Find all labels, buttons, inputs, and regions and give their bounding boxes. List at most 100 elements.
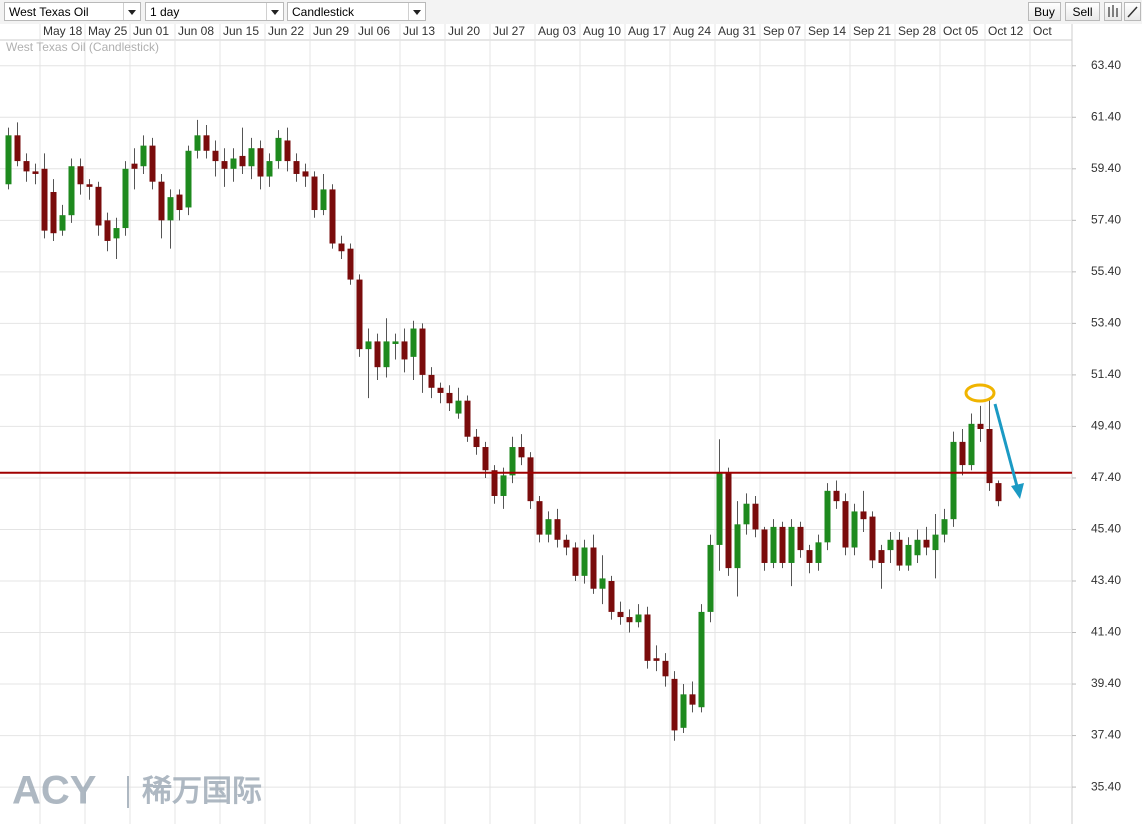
candle-body <box>311 176 318 211</box>
candle-body <box>950 441 957 520</box>
candle-body <box>464 400 471 437</box>
trend-arrow <box>993 403 1020 491</box>
indicator-icon <box>1108 5 1118 17</box>
candle-body <box>545 519 552 535</box>
watermark-name: 稀万国际 <box>142 775 262 808</box>
candle-body <box>491 470 498 496</box>
candle-body <box>275 137 282 162</box>
candle-body <box>716 472 723 545</box>
candle-body <box>392 341 399 344</box>
candle-body <box>59 215 66 231</box>
candle-body <box>239 155 246 167</box>
y-tick-label: 47.40 <box>1091 470 1121 484</box>
candle-body <box>509 447 516 476</box>
candle-body <box>482 447 489 471</box>
candle-body <box>500 475 507 496</box>
candle-body <box>131 163 138 169</box>
x-tick-label: Sep 07 <box>763 24 801 38</box>
indicator-button[interactable] <box>1104 2 1122 21</box>
candle-body <box>167 197 174 221</box>
candle-body <box>860 511 867 520</box>
x-tick-label: Aug 17 <box>628 24 666 38</box>
candle-body <box>140 145 147 167</box>
candle-body <box>815 542 822 563</box>
candle-body <box>113 228 120 239</box>
candle-body <box>725 472 732 569</box>
draw-button[interactable] <box>1124 2 1141 21</box>
candle-body <box>257 148 264 177</box>
candle-body <box>203 135 210 151</box>
y-tick-label: 49.40 <box>1091 419 1121 433</box>
candle-body <box>23 161 30 172</box>
y-tick-label: 35.40 <box>1091 779 1121 793</box>
candle-body <box>689 694 696 705</box>
candle-body <box>5 135 12 185</box>
candle-body <box>86 184 93 187</box>
candle-body <box>266 161 273 177</box>
x-tick-label: Jul 20 <box>448 24 480 38</box>
x-tick-label: Oct <box>1033 24 1052 38</box>
candle-body <box>626 617 633 623</box>
chart-title: West Texas Oil (Candlestick) <box>6 40 159 54</box>
candle-body <box>941 519 948 535</box>
candle-body <box>95 186 102 226</box>
y-tick-label: 43.40 <box>1091 573 1121 587</box>
x-tick-label: Jul 13 <box>403 24 435 38</box>
candles <box>5 119 1002 741</box>
candle-body <box>617 611 624 618</box>
watermark-brand: ACY <box>12 769 97 813</box>
x-tick-label: Oct 12 <box>988 24 1024 38</box>
candle-body <box>842 501 849 548</box>
candle-body <box>599 578 606 589</box>
candle-body <box>176 194 183 211</box>
instrument-select[interactable]: West Texas Oil <box>4 2 141 21</box>
candle-body <box>347 248 354 280</box>
chart-type-select[interactable]: Candlestick <box>287 2 426 21</box>
candle-body <box>698 611 705 708</box>
instrument-label: West Texas Oil <box>9 5 89 19</box>
candle-body <box>923 539 930 548</box>
x-tick-label: Aug 10 <box>583 24 621 38</box>
candle-body <box>455 400 462 414</box>
x-tick-label: Jul 06 <box>358 24 390 38</box>
sell-button[interactable]: Sell <box>1065 2 1100 21</box>
candle-body <box>338 243 345 252</box>
candle-body <box>518 447 525 458</box>
candle-body <box>896 539 903 566</box>
candle-body <box>869 516 876 561</box>
candle-body <box>428 374 435 388</box>
candle-body <box>932 534 939 551</box>
candle-body <box>77 166 84 185</box>
candle-body <box>572 547 579 576</box>
candle-body <box>734 524 741 569</box>
candle-body <box>959 441 966 466</box>
chart-type-label: Candlestick <box>292 5 355 19</box>
candle-body <box>761 529 768 563</box>
y-tick-label: 45.40 <box>1091 522 1121 536</box>
candle-body <box>968 423 975 466</box>
y-tick-label: 39.40 <box>1091 676 1121 690</box>
x-tick-label: Jun 01 <box>133 24 169 38</box>
candle-body <box>743 503 750 525</box>
candle-body <box>374 341 381 368</box>
candle-body <box>851 511 858 548</box>
interval-select[interactable]: 1 day <box>145 2 284 21</box>
x-tick-label: Aug 24 <box>673 24 711 38</box>
buy-button[interactable]: Buy <box>1028 2 1061 21</box>
candle-body <box>365 341 372 350</box>
candle-body <box>779 526 786 563</box>
y-tick-label: 53.40 <box>1091 316 1121 330</box>
toolbar: West Texas Oil 1 day Candlestick Buy Sel… <box>0 0 1142 25</box>
candle-body <box>437 387 444 393</box>
candle-body <box>302 171 309 177</box>
candle-body <box>221 161 228 169</box>
x-tick-label: May 18 <box>43 24 83 38</box>
y-tick-label: 63.40 <box>1091 58 1121 72</box>
candle-body <box>788 526 795 563</box>
x-tick-label: Sep 14 <box>808 24 846 38</box>
candle-body <box>977 423 984 429</box>
candle-body <box>887 539 894 551</box>
candle-body <box>383 341 390 368</box>
candle-body <box>914 539 921 556</box>
